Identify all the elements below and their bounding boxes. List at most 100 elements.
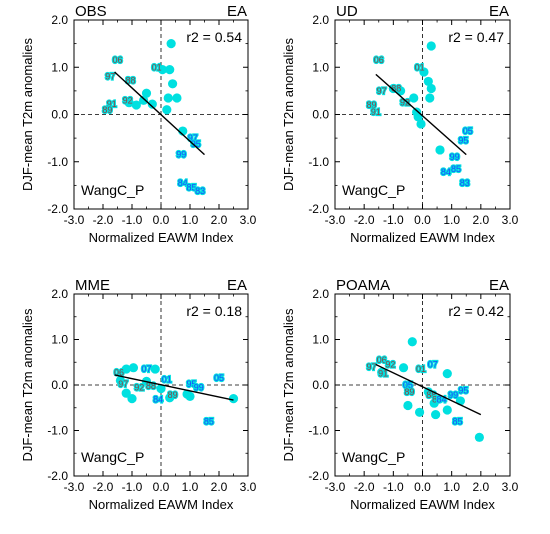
year-label: 99 [448,390,458,400]
x-tick-label: 2.0 [472,213,489,227]
data-point [115,375,125,386]
x-tick-label: 3.0 [502,213,519,227]
data-point [157,65,168,75]
footnote-label: WangC_P [81,182,144,198]
y-tick-label: 0.0 [51,108,68,122]
y-tick-label: 1.0 [51,60,68,74]
regression-line [114,71,205,156]
year-label: 92 [400,98,410,108]
y-tick-label: -1.0 [47,424,68,438]
x-tick-label: 2.0 [211,213,228,227]
x-tick-label: 2.0 [472,480,489,494]
y-tick-label: -1.0 [308,155,329,169]
year-label: 89 [404,387,414,397]
year-label: 89 [102,105,112,115]
year-label: 97 [366,362,376,372]
r2-label: r2 = 0.47 [448,29,504,45]
year-label: 07 [428,360,438,370]
x-axis-label: Normalized EAWM Index [89,230,234,245]
y-axis-label: DJF-mean T2m anomalies [20,38,35,191]
year-label: 84 [178,178,188,188]
x-tick-label: -1.0 [383,213,404,227]
year-label: 01 [416,364,426,374]
x-tick-label: 3.0 [240,213,257,227]
year-label: 06 [374,55,384,65]
y-tick-label: -1.0 [47,155,68,169]
y-tick-label: -1.0 [308,424,329,438]
year-label: 85 [452,416,462,426]
y-tick-label: 2.0 [312,287,329,301]
year-label: 89 [168,390,178,400]
year-label: 84 [153,395,163,405]
year-label: 91 [371,107,381,117]
panel-title: OBS [75,3,107,20]
x-tick-label: 0.0 [414,480,431,494]
regression-line [375,363,482,416]
data-point [414,407,425,417]
data-point [162,105,172,115]
year-label: 05 [214,373,224,383]
data-point [131,100,141,110]
data-point [147,99,157,109]
x-axis-label: Normalized EAWM Index [350,230,495,245]
y-axis-label: DJF-mean T2m anomalies [281,308,296,461]
x-tick-label: -3.0 [64,480,85,494]
y-tick-label: 1.0 [312,333,329,347]
data-point [431,409,441,420]
data-point [442,405,452,415]
x-tick-label: 0.0 [153,480,170,494]
x-tick-label: -2.0 [354,213,375,227]
year-label: 95 [458,135,468,145]
data-point [228,394,239,404]
data-point [429,398,439,408]
y-tick-label: 1.0 [51,333,68,347]
year-label: 97 [105,72,115,82]
y-tick-label: 2.0 [51,13,68,27]
region-label: EA [227,3,247,20]
region-label: EA [227,277,247,294]
r2-label: r2 = 0.42 [448,303,504,319]
x-tick-label: 3.0 [502,480,519,494]
x-tick-label: 0.0 [153,213,170,227]
data-point [396,86,406,96]
year-label: 99 [176,150,186,160]
data-point [128,363,139,373]
x-tick-label: 0.0 [414,213,431,227]
year-label: 85 [186,183,196,193]
year-label: 06 [112,55,122,65]
year-label: 01 [152,62,162,72]
y-tick-label: 2.0 [51,287,68,301]
data-point [150,364,160,374]
region-label: EA [489,277,509,294]
year-label: 92 [134,382,144,392]
year-label: 91 [378,369,388,379]
data-point [166,39,176,49]
year-label: 99 [194,382,204,392]
footnote-label: WangC_P [81,449,144,465]
x-tick-label: 3.0 [240,480,257,494]
year-label: 83 [460,178,470,188]
x-tick-label: 1.0 [443,480,460,494]
y-tick-label: -2.0 [308,202,329,216]
x-tick-label: -2.0 [93,480,114,494]
data-point [425,93,435,103]
year-label: 95 [186,379,196,389]
year-label: 07 [141,364,151,374]
x-tick-label: -1.0 [122,480,143,494]
year-label: 97 [377,86,387,96]
x-tick-label: -1.0 [122,213,143,227]
data-point [377,367,387,377]
panel-title: UD [336,3,358,20]
regression-line [375,73,467,156]
x-axis-label: Normalized EAWM Index [89,497,234,512]
data-point [423,76,433,87]
x-axis-label: Normalized EAWM Index [350,497,495,512]
y-axis-label: DJF-mean T2m anomalies [20,308,35,461]
y-tick-label: 0.0 [312,108,329,122]
data-point [163,93,173,103]
